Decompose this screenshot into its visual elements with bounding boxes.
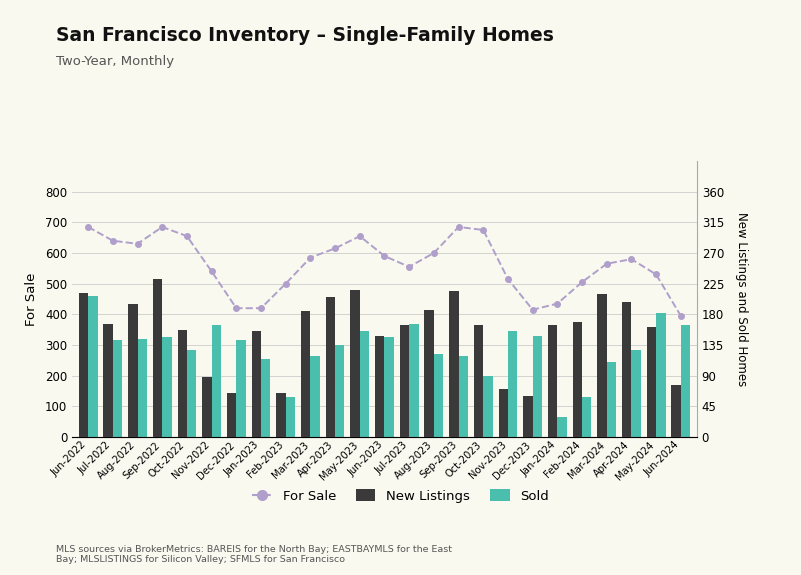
Bar [598,294,606,437]
Text: San Francisco Inventory – Single-Family Homes: San Francisco Inventory – Single-Family … [56,26,554,45]
Bar [458,356,468,437]
Bar [78,293,88,437]
Bar [252,331,261,437]
Bar [483,375,493,437]
Bar [113,340,123,437]
Bar [449,292,458,437]
Bar [261,359,271,437]
Bar [384,338,394,437]
Y-axis label: For Sale: For Sale [25,273,38,325]
Bar [227,393,236,437]
Bar [631,350,641,437]
Bar [656,313,666,437]
Bar [622,302,631,437]
Bar [425,310,434,437]
Bar [573,322,582,437]
Bar [557,417,567,437]
Bar [187,350,196,437]
Bar [88,296,98,437]
Bar [128,304,138,437]
Bar [178,329,187,437]
Bar [335,345,344,437]
Bar [606,362,616,437]
Bar [138,339,147,437]
Bar [276,393,286,437]
Bar [409,324,419,437]
Bar [360,331,369,437]
Bar [326,297,335,437]
Bar [350,290,360,437]
Bar [474,325,483,437]
Bar [202,377,211,437]
Text: MLS sources via BrokerMetrics: BAREIS for the North Bay; EASTBAYMLS for the East: MLS sources via BrokerMetrics: BAREIS fo… [56,545,452,565]
Bar [400,325,409,437]
Bar [498,389,508,437]
Text: Two-Year, Monthly: Two-Year, Monthly [56,55,174,68]
Bar [548,325,557,437]
Bar [103,324,113,437]
Bar [153,279,163,437]
Y-axis label: New Listings and Sold Homes: New Listings and Sold Homes [735,212,748,386]
Bar [375,336,384,437]
Bar [286,397,295,437]
Bar [211,325,221,437]
Bar [681,325,690,437]
Bar [646,327,656,437]
Bar [508,331,517,437]
Bar [311,356,320,437]
Legend: For Sale, New Listings, Sold: For Sale, New Listings, Sold [247,484,554,508]
Bar [533,336,542,437]
Bar [236,340,246,437]
Bar [671,385,681,437]
Bar [523,396,533,437]
Bar [163,338,171,437]
Bar [582,397,591,437]
Bar [301,311,311,437]
Bar [434,354,443,437]
